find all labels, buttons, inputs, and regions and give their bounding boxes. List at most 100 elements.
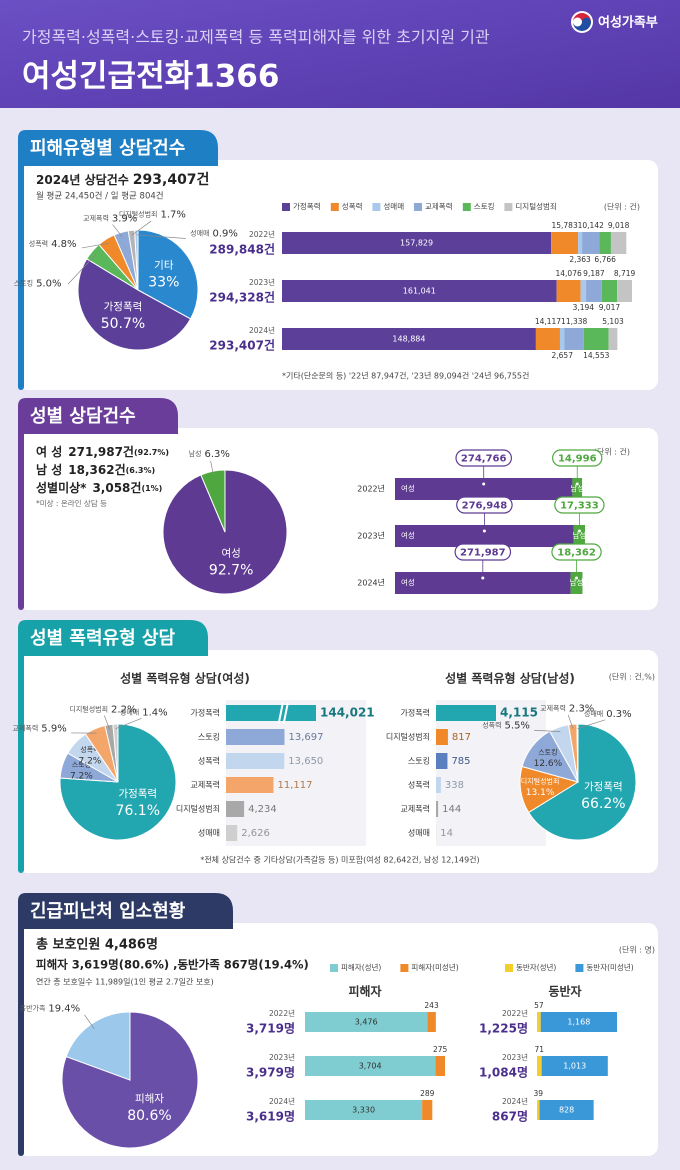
- slice-value: 13.1%: [526, 788, 555, 798]
- slice-value: 76.1%: [116, 803, 160, 819]
- value-label: 2,363: [569, 255, 591, 264]
- slice-value: 80.6%: [127, 1108, 171, 1124]
- value-label: 785: [451, 756, 470, 767]
- leader-line: [103, 715, 110, 730]
- pie-slice: [59, 723, 177, 841]
- year-label: 2022년: [357, 484, 385, 494]
- legend-label: 디지털성범죄: [515, 201, 556, 211]
- slice-label: 스토킹: [14, 279, 33, 288]
- value-label: 4,234: [248, 804, 277, 815]
- leader-line: [567, 714, 574, 729]
- year-label: 2023년: [249, 277, 275, 287]
- legend-swatch: [575, 964, 584, 972]
- value-label: 9,018: [608, 221, 630, 230]
- plot-background: [226, 700, 366, 846]
- gender-share: (92.7%): [134, 448, 169, 457]
- category-label: 스토킹: [408, 756, 430, 766]
- legend-swatch: [505, 964, 513, 972]
- value-label: 8,719: [614, 269, 636, 278]
- leader-line: [115, 718, 142, 730]
- logo-blue: [573, 17, 591, 31]
- value-label: 14,996: [558, 454, 597, 465]
- value-label: 275: [433, 1045, 448, 1054]
- pie-slice: [77, 258, 192, 351]
- slice-value: 2.3%: [569, 704, 594, 715]
- bar-segment: [395, 572, 571, 594]
- year-label: 2024년: [357, 578, 385, 588]
- bar-segment: [556, 280, 581, 302]
- category-label: 성매매: [408, 829, 430, 838]
- ministry-name: 여성가족부: [598, 15, 658, 31]
- value-label: 274,766: [461, 454, 507, 465]
- value-label: 243: [424, 1001, 439, 1010]
- bar-segment: [601, 280, 618, 302]
- section-tab: [18, 893, 233, 929]
- legend-label: 스토킹: [474, 201, 495, 211]
- slice-callout: 성매매 0.9%: [190, 229, 238, 240]
- value-label: 3,194: [573, 303, 595, 312]
- legend-label: 가정폭력: [293, 201, 321, 211]
- summary-label: 2024년 상담건수: [36, 172, 129, 187]
- category-label: 가정폭력: [401, 708, 430, 718]
- bar-segment: [305, 1100, 423, 1120]
- section-tab: [18, 130, 218, 166]
- bar: [226, 801, 245, 817]
- category-label: 디지털성범죄: [176, 804, 220, 814]
- leader-line: [136, 234, 186, 239]
- year-total: 289,848건: [209, 242, 275, 257]
- gender-value: 18,362건: [68, 462, 125, 477]
- year-label: 2024년: [269, 1096, 295, 1106]
- value-label: 14,117: [535, 317, 561, 326]
- slice-label: 교제폭력: [83, 214, 109, 222]
- value-label: 144,021: [320, 706, 375, 720]
- segment-name: 남성: [572, 531, 586, 540]
- bar-segment: [537, 1100, 540, 1120]
- slice-value: 5.9%: [41, 723, 66, 734]
- value-label: 144: [442, 804, 461, 815]
- leader-line: [84, 1014, 95, 1029]
- bar-segment: [570, 572, 583, 594]
- shelter-days: 연간 총 보호일수 11,989일(1인 평균 2.7일간 보호): [36, 977, 214, 987]
- year-label: 2024년: [249, 325, 275, 335]
- callout-dot: [481, 576, 485, 580]
- value-label: 15,783: [551, 221, 577, 230]
- slice-callout: 스토킹 5.0%: [14, 279, 62, 290]
- callout-dot: [482, 529, 486, 533]
- legend-label: 동반자(미성년): [586, 962, 633, 972]
- year-label: 2022년: [249, 229, 275, 239]
- bar-segment: [395, 478, 573, 500]
- value-label: 276,948: [462, 501, 508, 512]
- slice-label: 디지털성범죄: [521, 776, 560, 785]
- slice-value: 5.0%: [36, 279, 61, 290]
- leader-line: [577, 719, 606, 729]
- header-band: [0, 0, 680, 108]
- bar-segment: [551, 232, 579, 254]
- value-label: 17,333: [560, 501, 599, 512]
- bar: [436, 801, 439, 817]
- slice-label: 성폭력: [80, 745, 99, 754]
- callout-dot: [575, 576, 579, 580]
- slice-value: 19.4%: [48, 1004, 80, 1015]
- slice-callout: 교제폭력 5.9%: [13, 723, 67, 734]
- value-label: 13,650: [288, 756, 323, 767]
- value-label: 148,884: [392, 335, 425, 344]
- leader-line: [534, 729, 561, 732]
- slice-value: 0.9%: [213, 229, 238, 240]
- callout-dot: [482, 482, 486, 486]
- bar: [436, 753, 448, 769]
- value-label: 1,168: [567, 1018, 590, 1027]
- slice-callout: 디지털성범죄 1.7%: [119, 210, 186, 221]
- value-label: 10,142: [578, 221, 604, 230]
- pie-slice: [134, 229, 139, 291]
- slice-callout: 교제폭력 3.9%: [83, 213, 137, 224]
- slice-value: 50.7%: [101, 316, 145, 332]
- category-label: 성매매: [198, 829, 220, 838]
- value-label: 1,013: [563, 1062, 586, 1071]
- gender-row: 여 성 271,987건(92.7%): [36, 444, 169, 459]
- callout-dot: [577, 529, 581, 533]
- section-accent: [18, 160, 24, 390]
- bar: [226, 729, 285, 745]
- slice-callout: 성매매 1.4%: [120, 707, 168, 718]
- category-label: 교제폭력: [191, 780, 220, 790]
